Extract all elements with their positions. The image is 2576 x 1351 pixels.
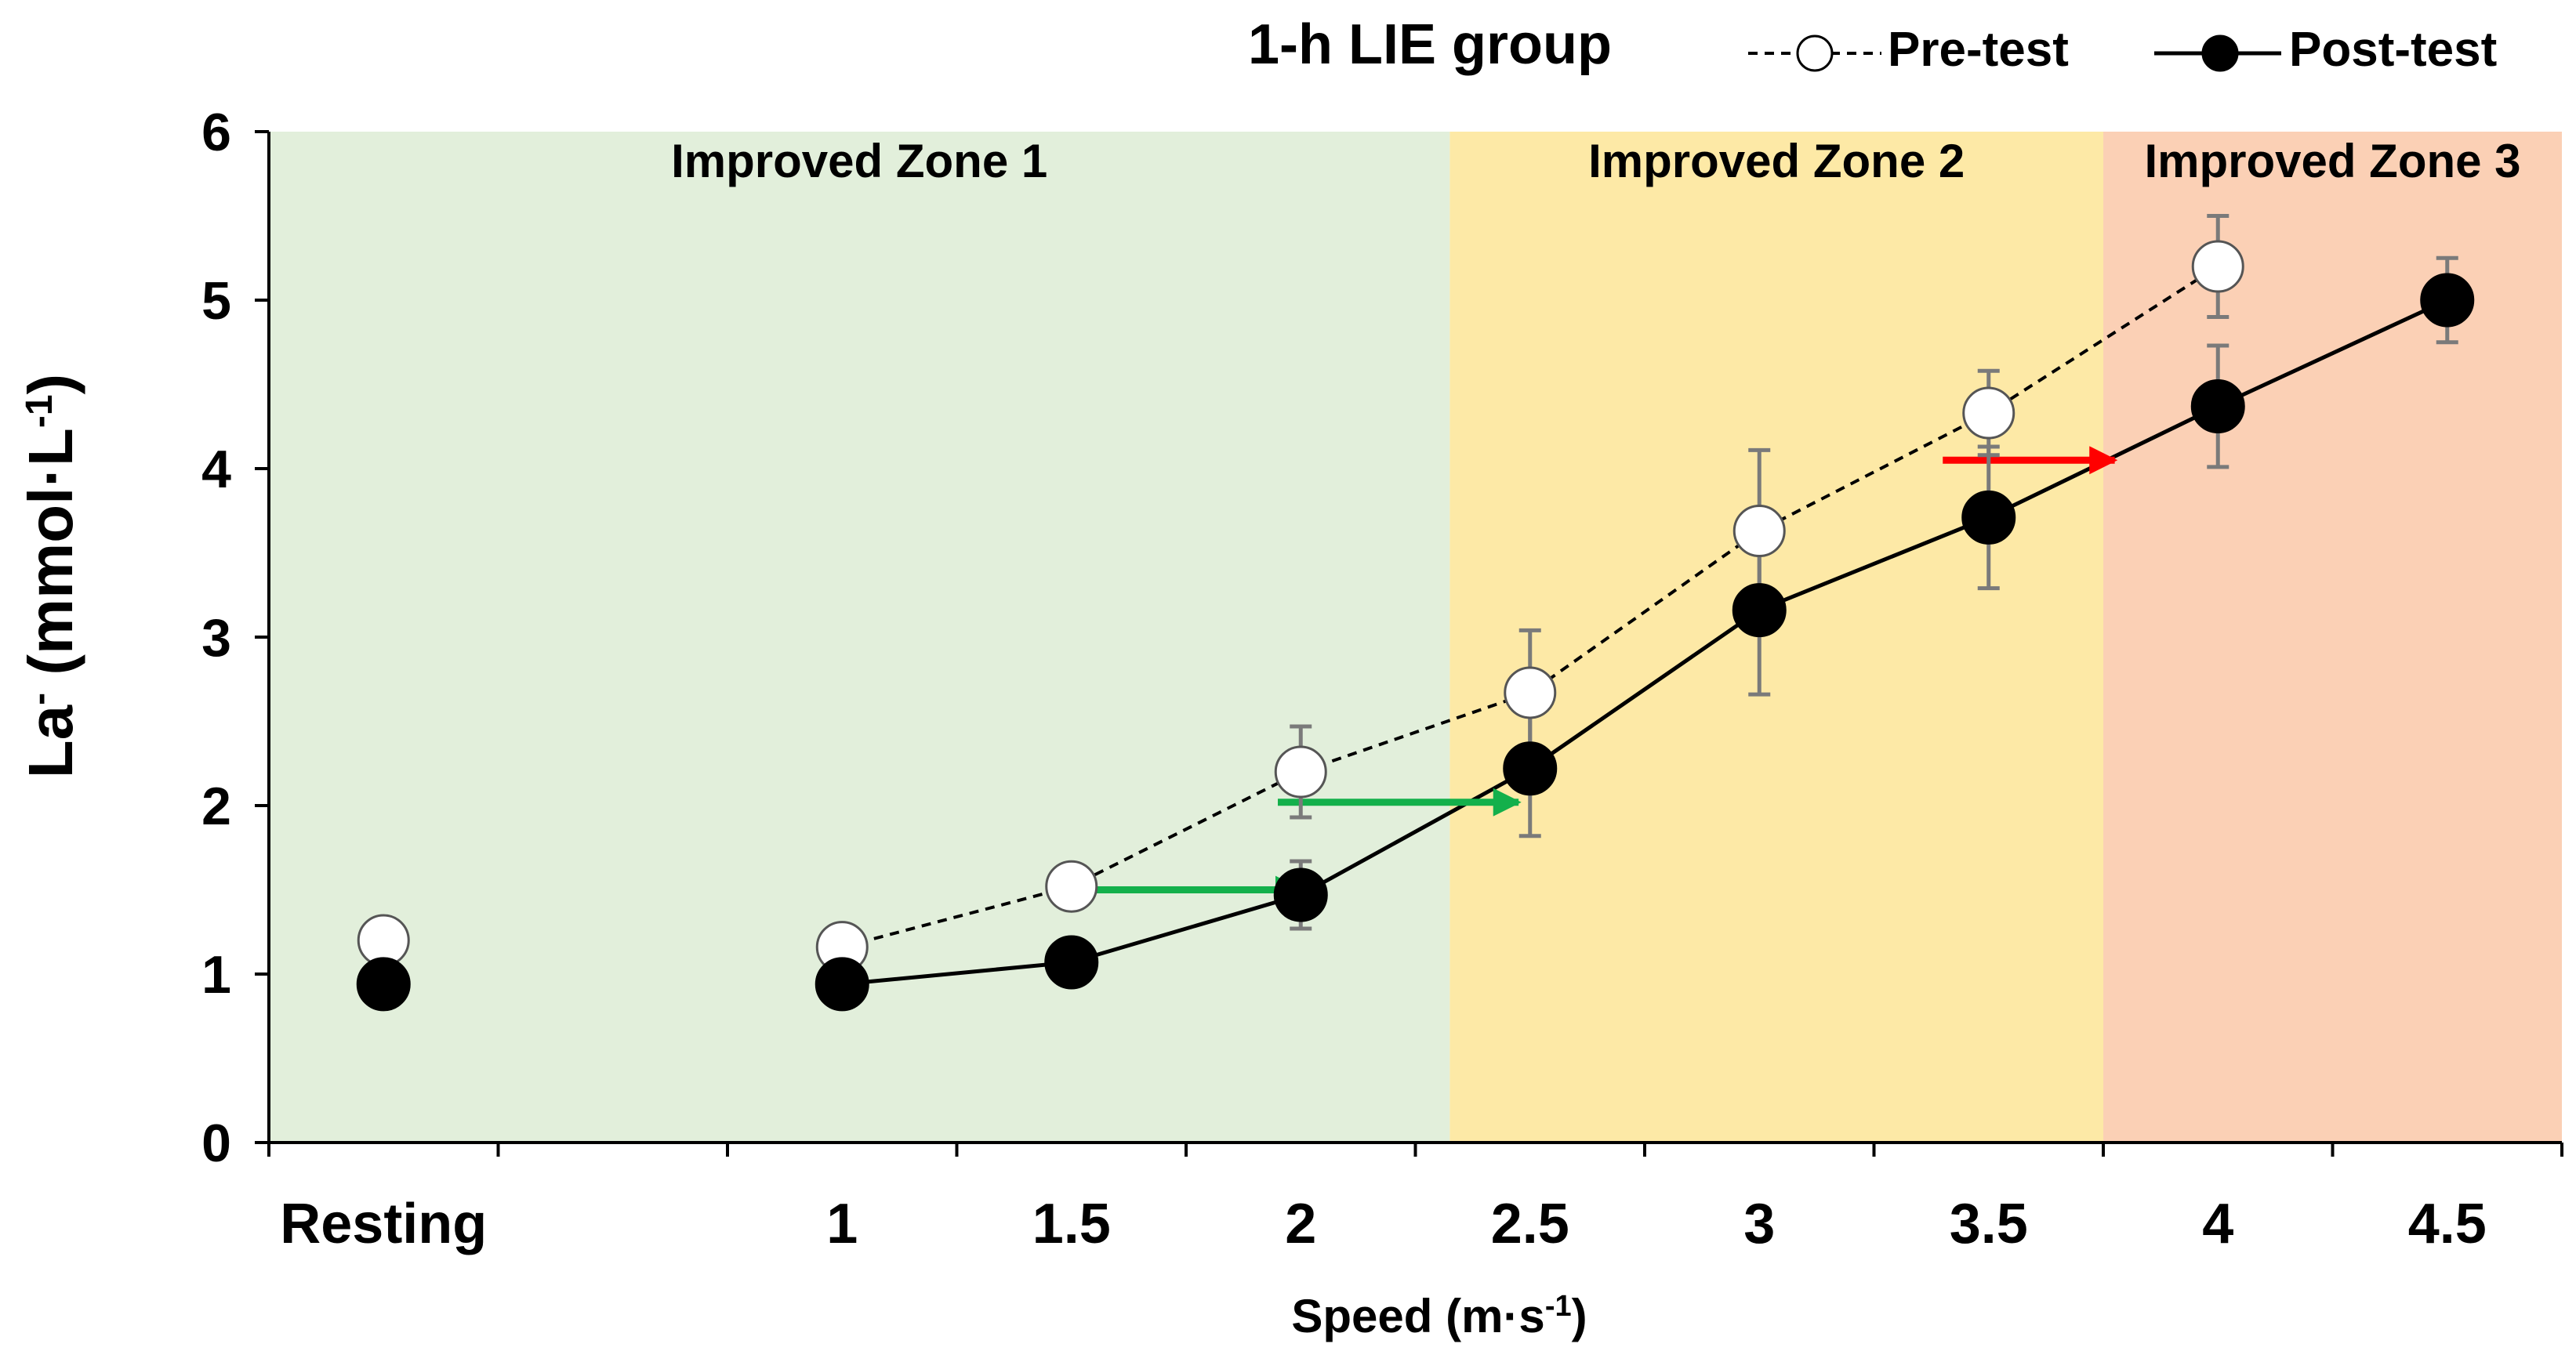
zone-2-background [1449,132,2103,1143]
y-axis-title-mid: (mmol·L [16,428,85,693]
y-tick-label-6: 6 [201,103,231,162]
pre-test-point [1962,386,2015,440]
series-markers [356,240,2475,1012]
zone-labels: Improved Zone 1 Improved Zone 2 Improved Z… [671,135,2520,187]
legend-post-test-label: Post-test [2289,23,2497,77]
zone-3-background [2103,132,2562,1143]
post-test-point [1503,741,1558,796]
legend-pre-test-marker [1796,34,1834,72]
post-test-point [1961,490,2016,545]
pre-test-point [1504,666,1557,719]
post-test-point [815,957,869,1012]
y-tick-label-5: 5 [201,271,231,331]
y-tick-label-4: 4 [201,440,231,499]
x-axis-title-close: ) [1572,1290,1587,1342]
x-tick-label-4-5: 4.5 [2408,1193,2487,1255]
post-test-point [2420,273,2475,328]
zone-2-label: Improved Zone 2 [1588,135,1965,187]
pre-test-point [1045,860,1098,913]
y-axis-title-close: ) [16,374,85,395]
annotation-arrows [1094,446,2118,904]
x-tick-label-3: 3 [1743,1193,1775,1255]
x-tick-label-2: 2 [1285,1193,1316,1255]
post-test-line [842,298,2448,987]
pre-test-point [1732,505,1786,558]
legend-pre-test-label: Pre-test [1888,23,2069,77]
x-tick-label-resting: Resting [280,1193,487,1255]
x-tick-label-3-5: 3.5 [1950,1193,2028,1255]
y-axis-title-main: La [16,704,85,778]
post-test-point [1044,935,1099,990]
legend: Pre-test Post-test [1748,23,2497,77]
legend-item-pre-test: Pre-test [1748,23,2069,77]
post-test-point [356,957,411,1012]
pre-test-point [2191,240,2244,293]
y-tick-label-1: 1 [201,945,231,1005]
tick-labels: 0 1 2 3 4 5 6 Resting 1 1.5 2 2.5 3 3.5 4 4.5 [201,103,2563,1255]
zone-backgrounds [269,132,2562,1143]
x-tick-label-1-5: 1.5 [1032,1193,1111,1255]
y-axis-title: La- (mmol·L-1) [16,374,85,778]
y-tick-label-2: 2 [201,777,231,836]
zone-3-label: Improved Zone 3 [2144,135,2520,187]
chart-title: 1-h LIE group [1248,13,1612,76]
x-tick-label-4: 4 [2202,1193,2233,1255]
zone-1-label: Improved Zone 1 [671,135,1047,187]
x-tick-label-1: 1 [826,1193,858,1255]
post-test-point [1732,583,1787,638]
x-axis-title-sup: -1 [1545,1290,1572,1323]
y-axis-title-sup2: -1 [19,394,60,428]
y-tick-label-3: 3 [201,608,231,668]
legend-item-post-test: Post-test [2154,23,2497,77]
post-test-point [2190,378,2245,433]
y-tick-label-0: 0 [201,1114,231,1173]
x-axis-title-main: Speed (m·s [1291,1290,1544,1342]
x-axis-title: Speed (m·s-1) [1291,1290,1587,1342]
x-tick-label-2-5: 2.5 [1491,1193,1569,1255]
y-axis-title-sup1: - [19,693,60,705]
pre-test-point [1274,745,1327,799]
legend-post-test-marker [2201,34,2239,72]
post-test-point [1273,867,1328,922]
